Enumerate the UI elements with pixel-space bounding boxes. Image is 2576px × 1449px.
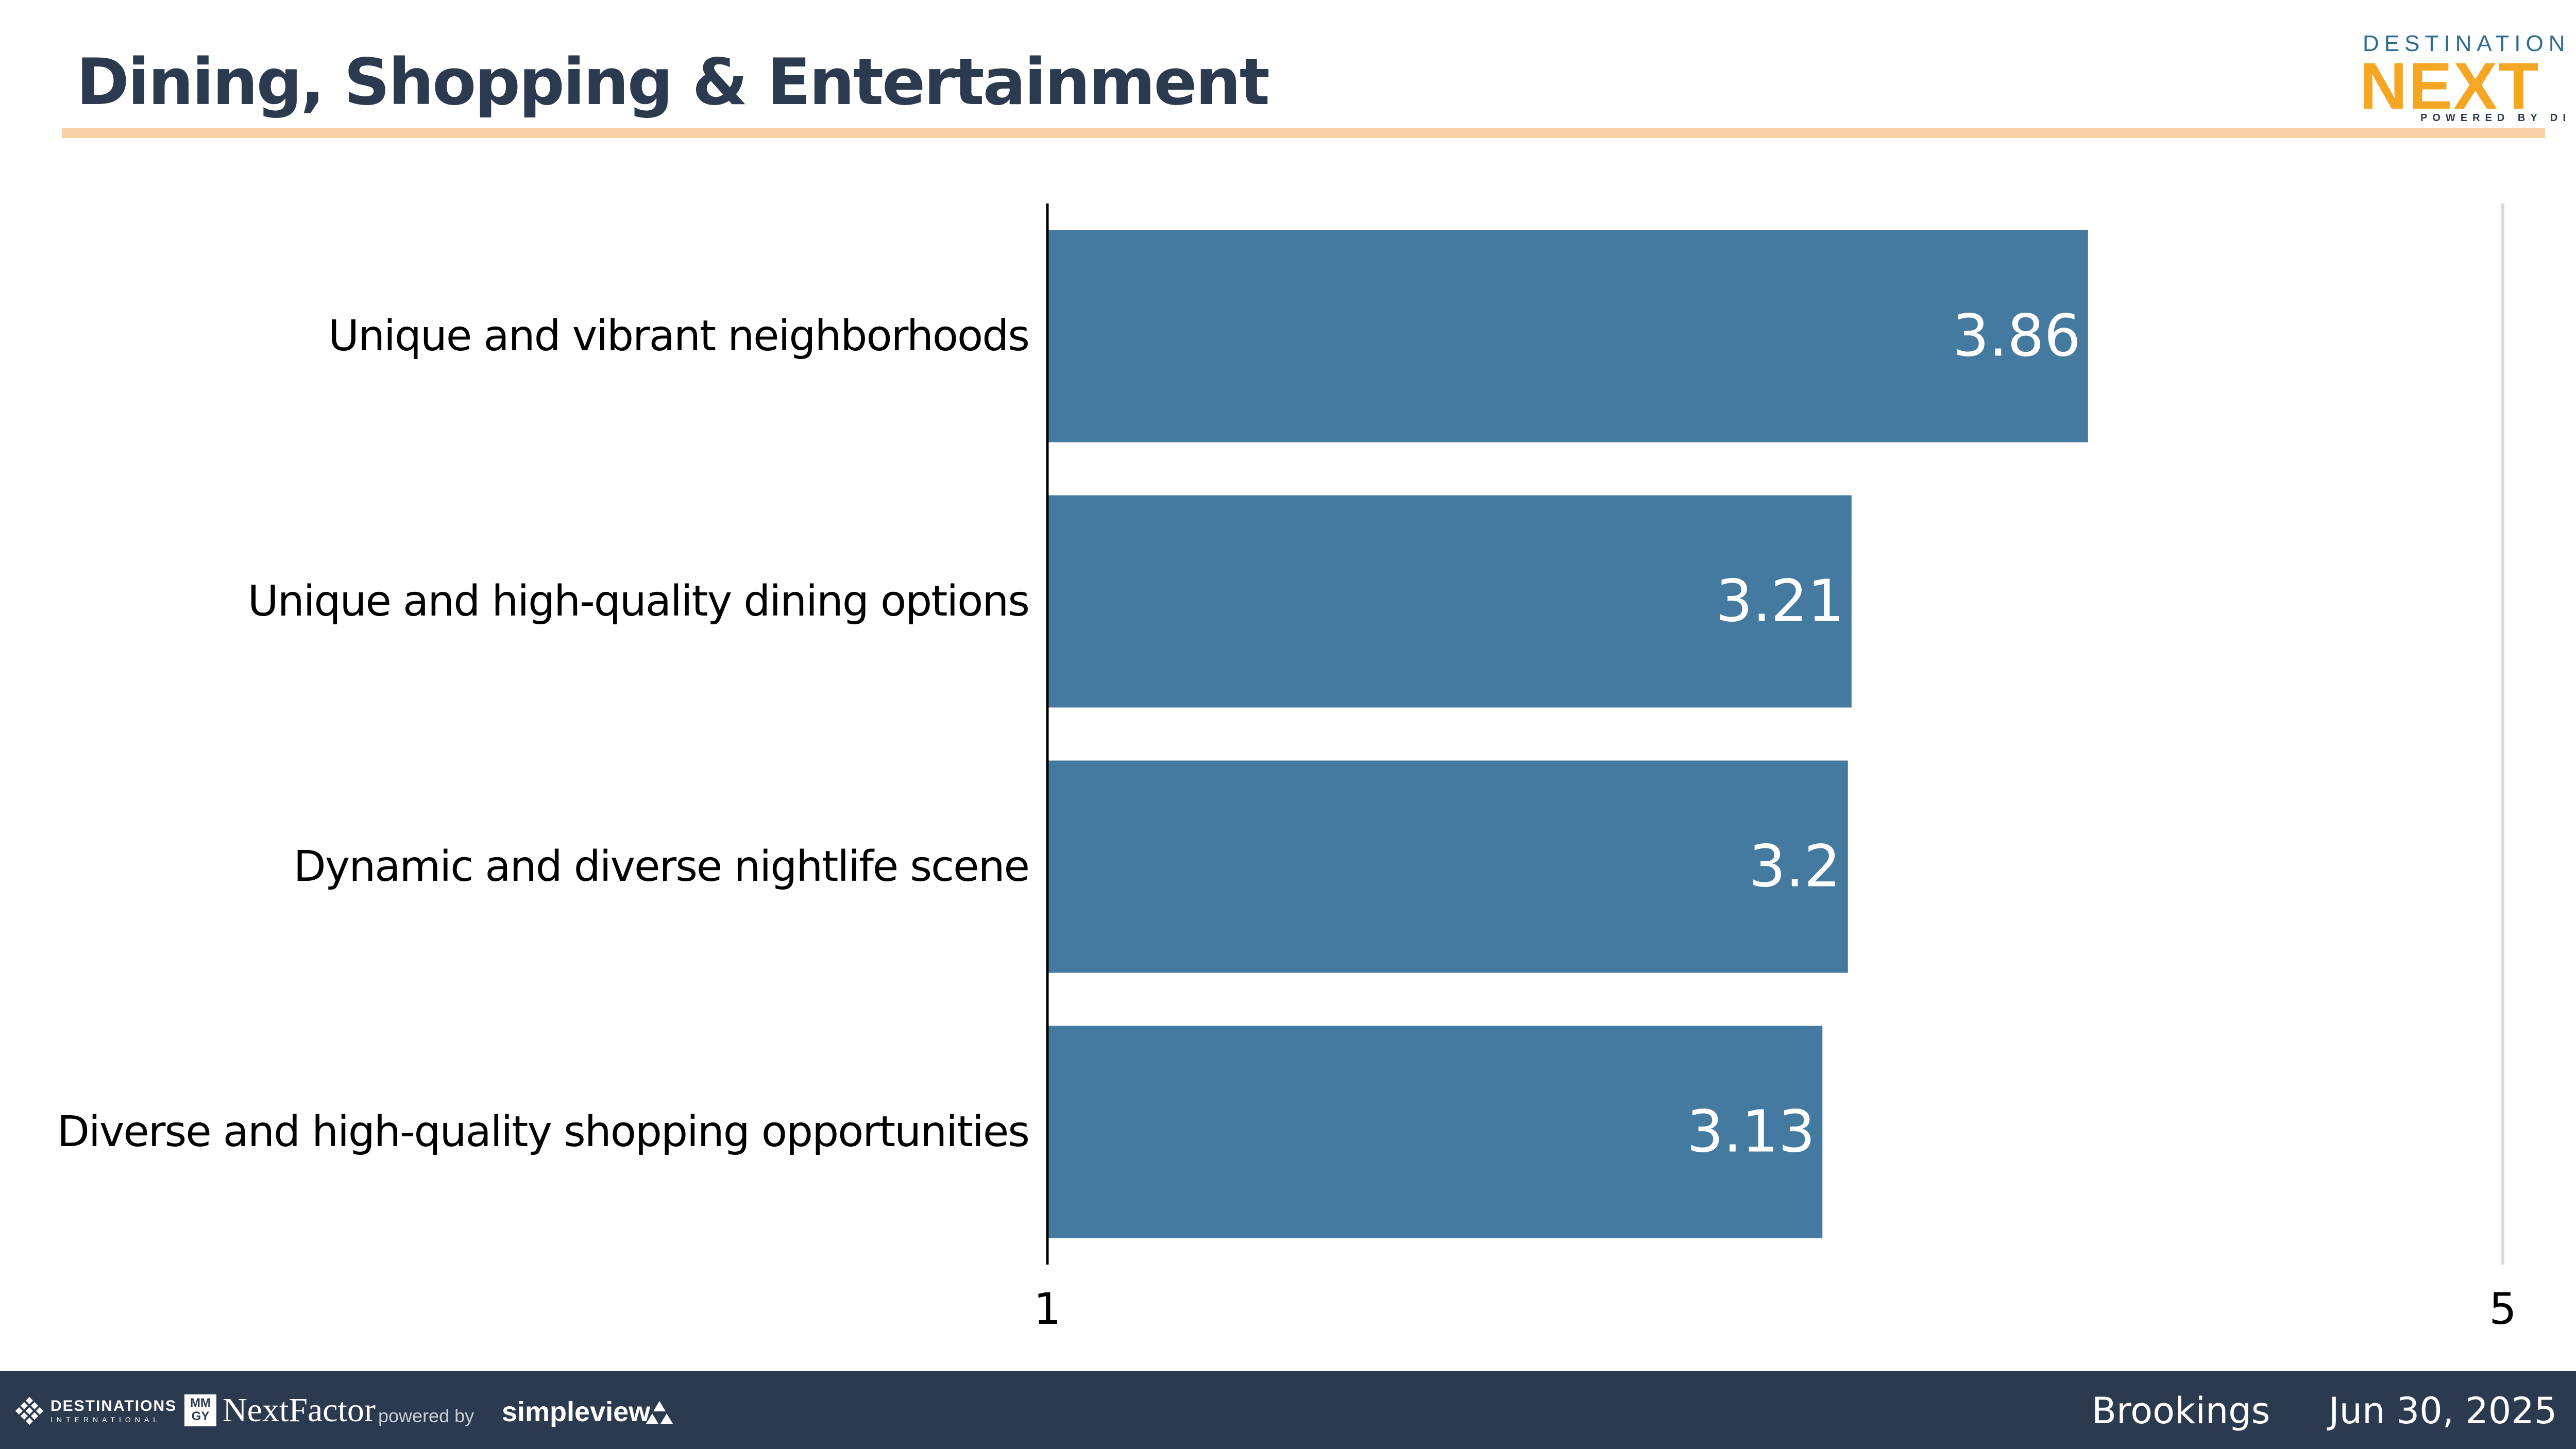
logo-top-text: DESTINATION [2363, 31, 2570, 56]
category-label: Unique and high-quality dining options [248, 577, 1029, 626]
footer-bar: DESTINATIONS INTERNATIONAL MM GY NextFac… [0, 1371, 2576, 1449]
simpleview-triangle-icon [646, 1401, 673, 1424]
x-tick-label: 5 [2489, 1284, 2516, 1334]
powered-by-text: powered by [378, 1405, 474, 1426]
simpleview-logo: simpleview [502, 1396, 651, 1427]
bar [1047, 495, 1852, 708]
page-title: Dining, Shopping & Entertainment [76, 45, 1270, 120]
location-label: Brookings [2092, 1390, 2270, 1432]
x-tick-label: 1 [1033, 1284, 1061, 1334]
bar-value-label: 3.13 [1687, 1099, 1815, 1166]
bar [1047, 230, 2088, 442]
date-label: Jun 30, 2025 [2329, 1390, 2557, 1432]
destination-next-logo: DESTINATION NEXT POWERED BY DI [2360, 29, 2566, 127]
di-text: DESTINATIONS [50, 1397, 177, 1414]
bar-value-label: 3.86 [1953, 303, 2081, 370]
category-label: Unique and vibrant neighborhoods [328, 312, 1029, 361]
di-diamond-icon [15, 1397, 43, 1425]
bar [1047, 1026, 1823, 1238]
title-underline [62, 128, 2545, 138]
bar-value-label: 3.21 [1716, 568, 1844, 635]
category-label: Dynamic and diverse nightlife scene [294, 842, 1029, 891]
di-small-text: INTERNATIONAL [50, 1416, 161, 1424]
logo-sub-text: POWERED BY DI [2420, 112, 2571, 124]
bar [1047, 760, 1848, 973]
category-label: Diverse and high-quality shopping opport… [57, 1107, 1029, 1156]
logo-main-text: NEXT [2360, 49, 2540, 123]
mmgy-logo: MM GY [184, 1394, 216, 1426]
bar-value-label: 3.2 [1749, 833, 1841, 900]
bars-layer [1047, 230, 2088, 1238]
destinations-international-logo: DESTINATIONS INTERNATIONAL [15, 1397, 177, 1425]
nextfactor-logo: NextFactor [223, 1391, 376, 1429]
